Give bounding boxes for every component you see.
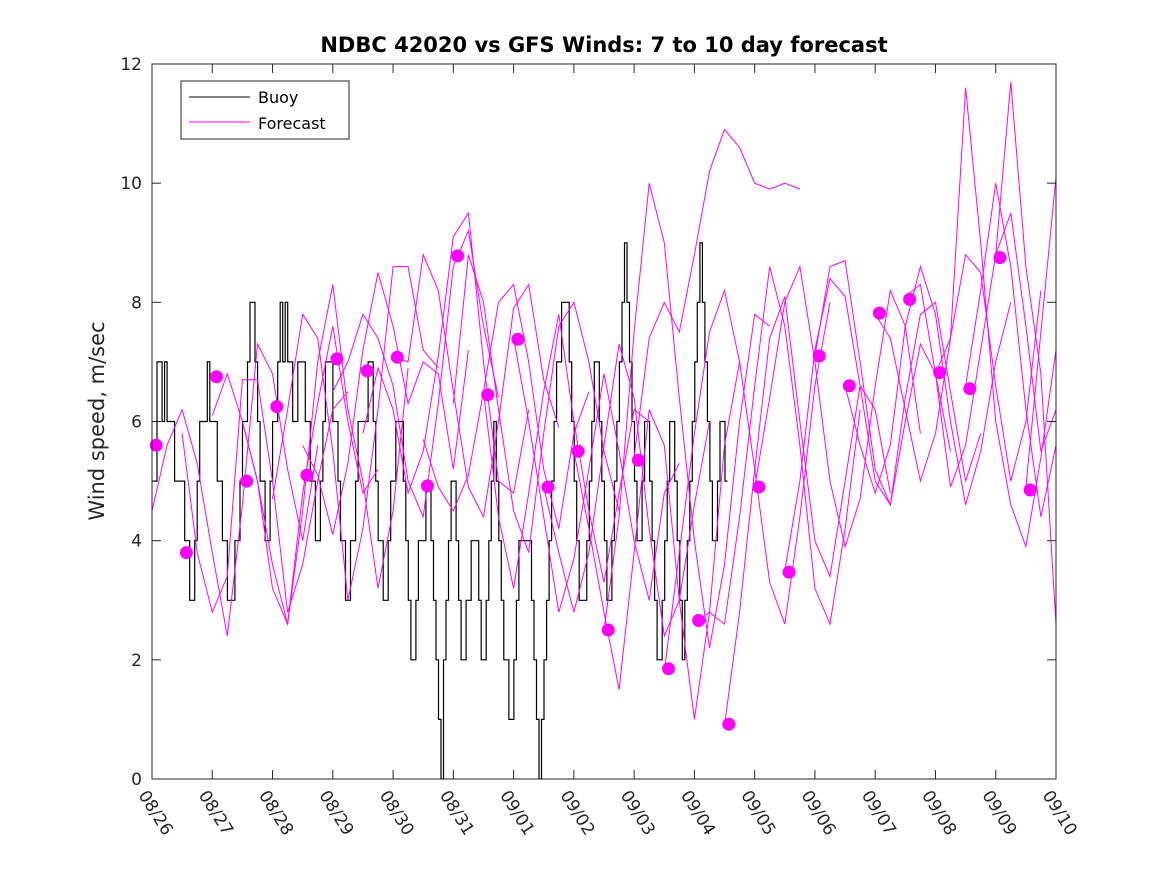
forecast-point-27 <box>963 382 977 396</box>
forecast-line-1 <box>181 379 349 614</box>
y-tick-label-0: 0 <box>131 770 142 790</box>
forecast-line-23 <box>844 264 1012 506</box>
y-tick-label-5: 10 <box>120 174 142 194</box>
forecast-point-15 <box>601 623 615 637</box>
y-tick-label-1: 2 <box>131 651 142 671</box>
forecast-line-3 <box>241 284 409 625</box>
y-tick-label-3: 6 <box>131 413 142 433</box>
forecast-line-9 <box>422 283 590 529</box>
forecast-line-26 <box>935 87 1056 549</box>
forecast-line-10 <box>452 254 620 553</box>
forecast-line-15 <box>603 183 771 648</box>
forecast-point-11 <box>481 388 495 402</box>
legend-buoy-label: Buoy <box>258 88 298 107</box>
y-tick-label-6: 12 <box>120 55 142 75</box>
forecast-line-6 <box>332 228 499 519</box>
y-axis-label: Wind speed, m/sec <box>85 321 109 520</box>
buoy-line <box>152 242 728 779</box>
forecast-point-0 <box>149 438 163 452</box>
forecast-line-16 <box>633 128 801 458</box>
forecast-point-7 <box>360 364 374 378</box>
forecast-line-28 <box>995 81 1056 625</box>
forecast-point-21 <box>782 565 796 579</box>
forecast-line-17 <box>663 288 831 672</box>
forecast-point-13 <box>541 480 555 494</box>
legend: Buoy Forecast <box>180 80 350 140</box>
forecast-point-9 <box>420 479 434 493</box>
y-tick-label-2: 4 <box>131 532 142 552</box>
forecast-line-29 <box>1025 177 1056 488</box>
y-axis-ticks: 0 2 4 6 8 10 12 <box>120 55 1056 790</box>
forecast-line-2 <box>211 326 379 627</box>
y-tick-label-4: 8 <box>131 293 142 313</box>
chart-title: NDBC 42020 vs GFS Winds: 7 to 10 day for… <box>320 33 887 57</box>
forecast-line-0 <box>152 342 319 637</box>
forecast-point-25 <box>903 292 917 306</box>
forecast-line-14 <box>573 361 741 720</box>
forecast-points-group <box>149 249 1037 731</box>
forecast-point-8 <box>390 350 404 364</box>
forecast-point-12 <box>511 332 525 346</box>
forecast-point-20 <box>752 480 766 494</box>
forecast-line-22 <box>814 259 982 507</box>
forecast-line-4 <box>272 266 439 601</box>
forecast-line-25 <box>904 212 1056 488</box>
forecast-line-12 <box>513 338 680 613</box>
forecast-series-group <box>152 81 1056 726</box>
forecast-point-22 <box>812 349 826 363</box>
forecast-point-1 <box>179 546 193 560</box>
forecast-line-11 <box>483 314 650 589</box>
forecast-point-5 <box>300 468 314 482</box>
forecast-point-17 <box>662 662 675 676</box>
plot-data-group <box>149 81 1056 779</box>
forecast-line-24 <box>874 253 1042 484</box>
forecast-point-14 <box>571 444 585 458</box>
forecast-point-3 <box>240 474 254 488</box>
forecast-point-18 <box>692 614 706 627</box>
forecast-line-27 <box>965 183 1056 517</box>
forecast-line-5 <box>302 272 469 535</box>
forecast-point-16 <box>631 453 645 467</box>
forecast-point-29 <box>1023 483 1037 497</box>
forecast-point-4 <box>270 400 284 414</box>
plot-area <box>152 64 1056 779</box>
forecast-line-20 <box>754 264 921 549</box>
forecast-line-8 <box>392 252 560 519</box>
forecast-point-26 <box>933 366 947 380</box>
legend-forecast-label: Forecast <box>258 114 326 133</box>
forecast-point-23 <box>842 379 856 393</box>
legend-box <box>180 80 350 140</box>
forecast-point-2 <box>210 370 223 384</box>
forecast-point-24 <box>872 306 886 320</box>
forecast-line-19 <box>724 296 891 726</box>
forecast-point-28 <box>993 251 1007 265</box>
forecast-line-7 <box>362 211 530 495</box>
forecast-point-10 <box>451 249 465 263</box>
forecast-point-19 <box>722 717 736 731</box>
forecast-line-21 <box>784 277 951 571</box>
buoy-series <box>152 242 728 779</box>
forecast-line-13 <box>543 343 710 638</box>
forecast-point-6 <box>330 352 344 366</box>
forecast-line-18 <box>694 266 861 626</box>
